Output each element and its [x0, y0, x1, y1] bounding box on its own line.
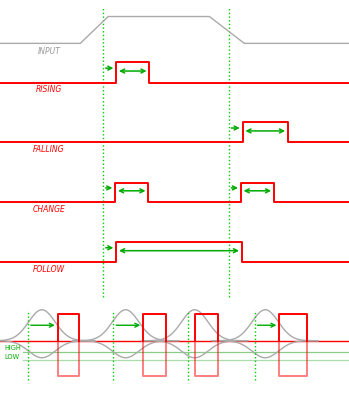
Text: RISING: RISING: [36, 85, 62, 94]
Text: CHANGE: CHANGE: [32, 205, 65, 214]
Text: FALLING: FALLING: [33, 145, 65, 154]
Text: FOLLOW: FOLLOW: [33, 265, 65, 274]
Text: HIGH: HIGH: [5, 345, 21, 351]
Text: INPUT: INPUT: [37, 47, 60, 57]
Text: LOW: LOW: [5, 354, 20, 360]
